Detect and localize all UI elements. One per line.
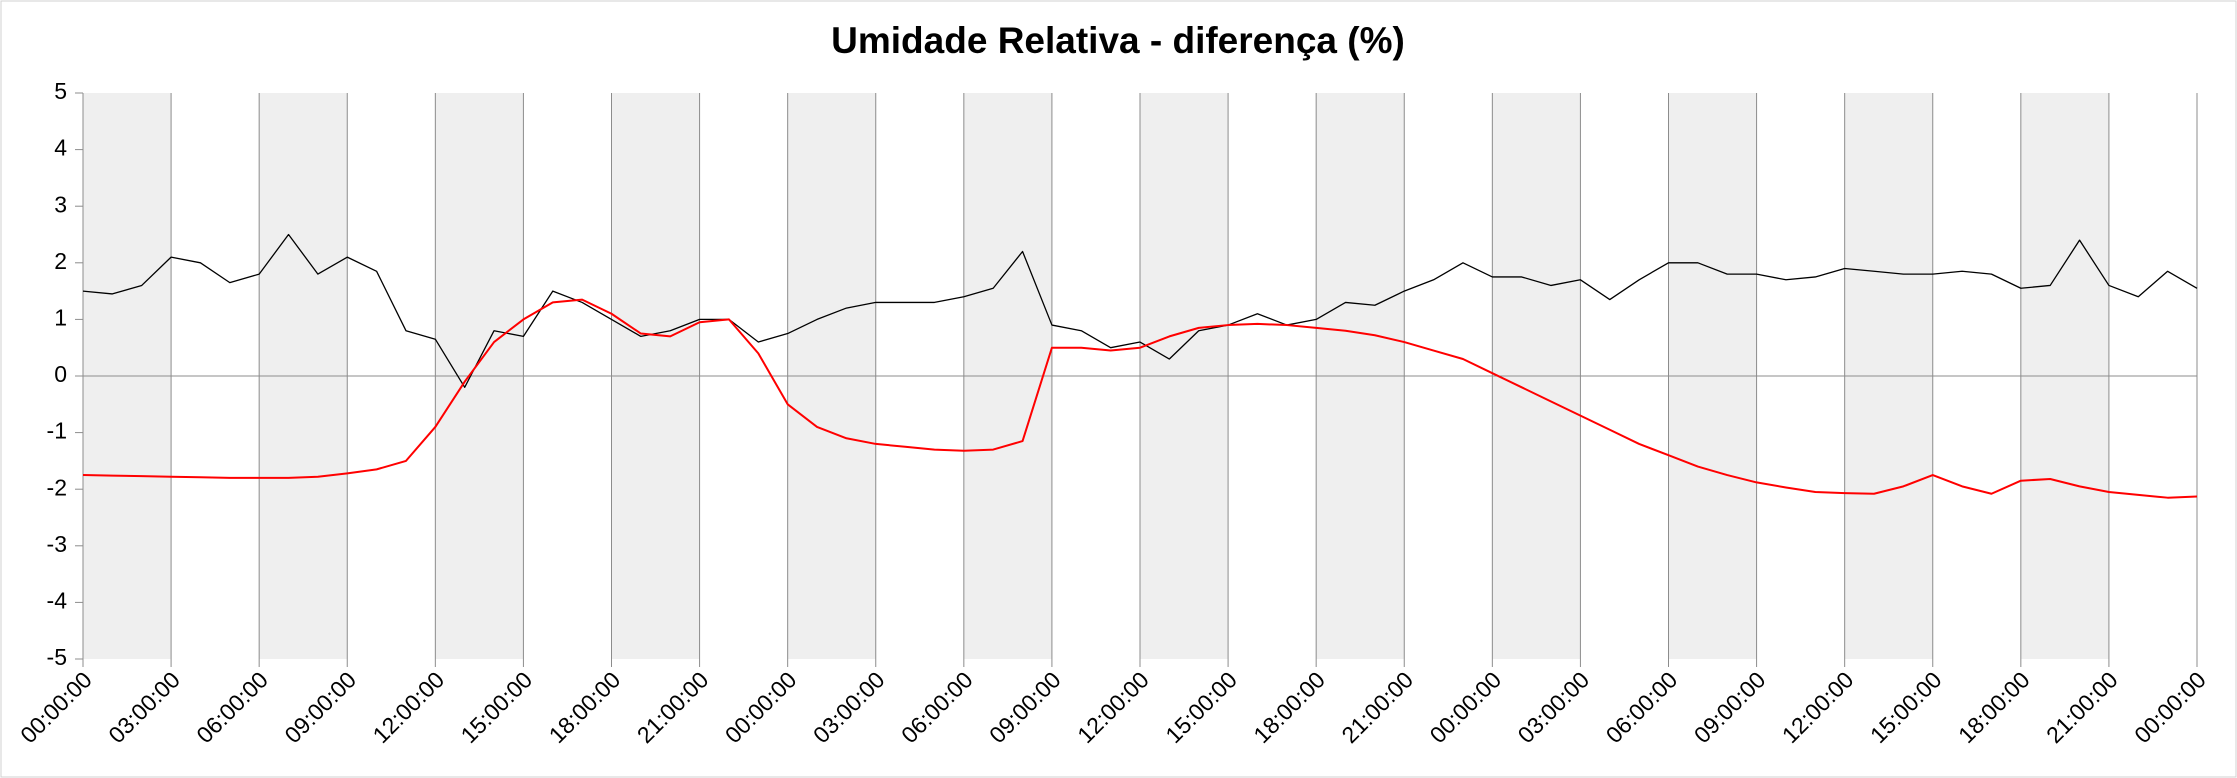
y-tick-label: 1	[54, 304, 67, 330]
y-tick-label: -3	[47, 531, 67, 557]
y-tick-label: 4	[54, 135, 67, 161]
y-tick-label: -4	[47, 587, 68, 613]
y-tick-label: 3	[54, 191, 67, 217]
y-tick-label: -5	[47, 644, 67, 670]
data-line	[82, 233, 2198, 388]
y-tick-label: 5	[54, 78, 67, 104]
y-tick-label: 2	[54, 248, 67, 274]
y-tick-label: 0	[54, 361, 67, 387]
y-tick-label: -1	[47, 418, 67, 444]
chart-title: Umidade Relativa - diferença (%)	[831, 20, 1405, 61]
y-tick-label: -2	[47, 474, 67, 500]
data-line	[82, 298, 2198, 499]
